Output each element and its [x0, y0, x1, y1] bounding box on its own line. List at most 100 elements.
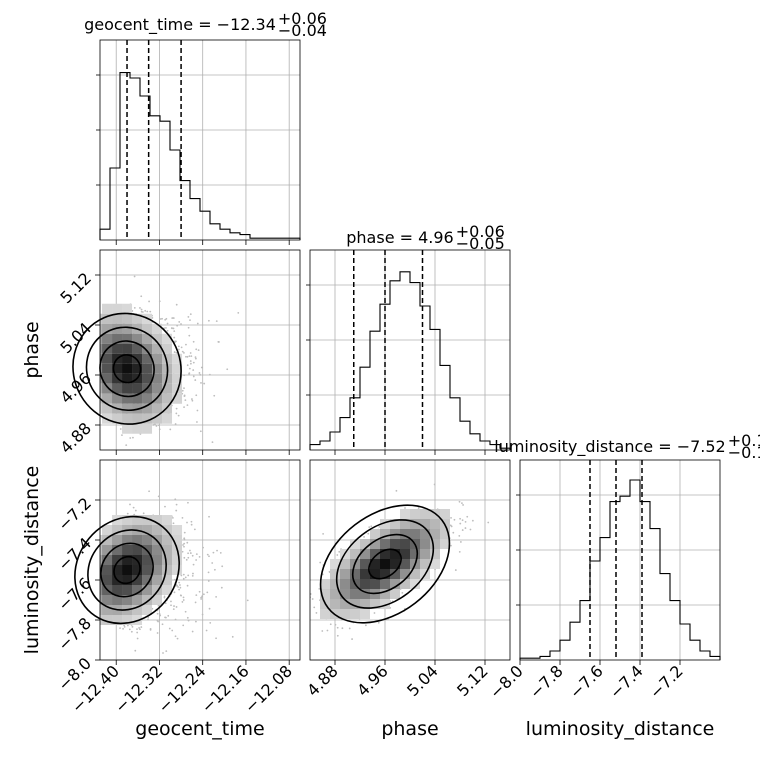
panel-title: phase = 4.96 [346, 228, 453, 247]
scatter-point [199, 373, 202, 376]
contour-phase_vs_luminosity_distance [319, 504, 451, 624]
scatter-point [133, 275, 136, 278]
density-cell [102, 393, 113, 404]
scatter-point [182, 573, 185, 576]
scatter-point [208, 555, 210, 558]
scatter-point [159, 318, 162, 320]
density-cell [390, 589, 400, 599]
scatter-point [186, 521, 188, 524]
scatter-point [395, 489, 398, 492]
contour-phase_vs_luminosity_distance [335, 519, 435, 609]
density-cell [102, 363, 113, 374]
density-cell [142, 423, 153, 434]
density-cell [100, 373, 103, 384]
panel-frame-phase [309, 249, 511, 451]
scatter-point [186, 355, 189, 358]
scatter-point [192, 375, 195, 378]
density-cell [112, 393, 123, 404]
scatter-point [461, 529, 464, 531]
density-cell [320, 579, 330, 589]
scatter-point [164, 602, 167, 605]
scatter-point [134, 509, 137, 512]
density-cell [122, 413, 133, 424]
density-cell [112, 303, 123, 314]
scatter-point [155, 425, 158, 427]
scatter-point [297, 639, 299, 641]
scatter-point [122, 627, 124, 630]
panel-frame-geocent_time_vs_phase [99, 249, 301, 451]
density-cell [112, 595, 123, 605]
density-cell [390, 519, 400, 529]
scatter-point [140, 308, 143, 311]
density-cell [162, 545, 173, 555]
scatter-point [378, 525, 381, 528]
density-cell [420, 549, 430, 559]
scatter-point [207, 580, 210, 582]
scatter-point [131, 625, 134, 628]
density-cell [172, 535, 183, 545]
density-cell [112, 535, 123, 545]
density-cell [152, 515, 163, 525]
density-cell [440, 539, 450, 549]
density-cell [400, 549, 410, 559]
scatter-point [192, 361, 195, 364]
density-cell [400, 569, 410, 579]
scatter-point [462, 504, 464, 506]
scatter-point [178, 321, 181, 323]
density-cell [122, 343, 133, 354]
scatter-point [181, 350, 184, 353]
density-geocent_time_vs_luminosity_distance [100, 515, 183, 625]
density-cell [390, 569, 400, 579]
density-cell [410, 549, 420, 559]
density-cell [100, 585, 103, 595]
density-cell [112, 525, 123, 535]
scatter-point [195, 453, 197, 455]
scatter-point [461, 502, 463, 505]
density-cell [330, 599, 340, 609]
scatter-point [164, 505, 166, 508]
scatter-point [157, 620, 160, 623]
scatter-point [156, 632, 159, 634]
scatter-point [183, 406, 185, 409]
scatter-point [156, 612, 159, 615]
scatter-point [226, 368, 229, 371]
x-tick-label: 5.04 [403, 661, 442, 700]
scatter-point [139, 628, 141, 631]
density-cell [162, 515, 173, 525]
scatter-point [215, 637, 217, 640]
density-cell [430, 539, 440, 549]
scatter-point [336, 626, 339, 629]
density-cell [102, 373, 113, 384]
panel-title: luminosity_distance = −7.52 [494, 437, 725, 457]
density-cell [172, 565, 183, 575]
scatter-point [129, 503, 131, 506]
scatter-point [211, 562, 214, 564]
scatter-point [189, 360, 192, 362]
density-cell [122, 363, 133, 374]
title-minus: −0.04 [278, 21, 327, 40]
title-minus: −0.05 [456, 234, 505, 253]
contour-phase_vs_luminosity_distance [351, 533, 419, 595]
density-cell [152, 343, 163, 354]
density-cell [142, 605, 153, 615]
density-cell [122, 313, 133, 324]
scatter-point [450, 544, 452, 547]
scatter-point [192, 563, 195, 566]
scatter-point [183, 545, 185, 548]
scatter-point [161, 317, 164, 320]
scatter-point [194, 357, 197, 360]
scatter-point [193, 528, 196, 531]
scatter-point [173, 605, 175, 607]
scatter-point [167, 614, 170, 617]
density-cell [340, 569, 350, 579]
density-cell [102, 313, 113, 324]
scatter-point [173, 591, 176, 594]
density-cell [112, 555, 123, 565]
scatter-point [129, 437, 132, 439]
x-tick-label: −8.0 [486, 661, 527, 702]
density-cell [142, 585, 153, 595]
density-cell [102, 323, 113, 334]
density-cell [400, 529, 410, 539]
scatter-point [154, 423, 156, 426]
scatter-point [183, 374, 186, 377]
